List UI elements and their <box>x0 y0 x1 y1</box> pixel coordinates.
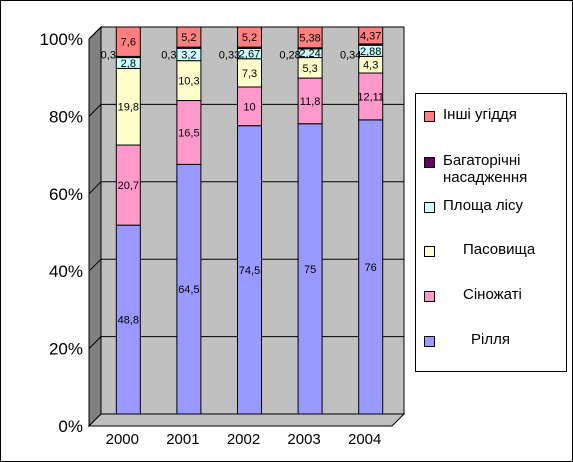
bar-segment <box>297 123 323 415</box>
bar-segment <box>115 26 141 57</box>
data-label: 2,8 <box>121 58 136 70</box>
y-tick-label: 0% <box>58 417 83 436</box>
data-label: 4,37 <box>360 30 381 42</box>
data-label: 3,2 <box>181 49 196 61</box>
y-tick-label: 80% <box>49 107 83 126</box>
data-label: 0,34 <box>340 50 361 62</box>
legend-swatch-perennial-plantings <box>424 157 435 168</box>
x-tick-label: 2003 <box>287 431 320 448</box>
legend-swatch-arable-land <box>424 336 435 347</box>
data-label: 76 <box>365 262 377 274</box>
y-tick-label: 100% <box>40 30 83 49</box>
y-tick-label: 40% <box>49 262 83 281</box>
data-label: 2,88 <box>360 46 381 58</box>
bar-segment <box>237 26 262 48</box>
legend-label-forest-area: Площа лісу <box>443 197 523 214</box>
data-label: 64,5 <box>178 284 199 296</box>
bar-segment <box>237 125 262 415</box>
x-tick-label: 2004 <box>348 431 381 448</box>
legend-swatch-hayfields <box>424 291 435 302</box>
x-tick-label: 2000 <box>106 431 139 448</box>
legend: Інші угіддя Багаторічні насадження Площа… <box>415 93 567 372</box>
data-label: 19,8 <box>118 102 139 114</box>
data-label: 0,28 <box>279 50 300 62</box>
data-label: 12,11 <box>357 91 384 103</box>
bar-segment <box>297 26 323 49</box>
legend-label-perennial-plantings: Багаторічні насадження <box>443 152 528 186</box>
legend-label-pastures: Пасовища <box>463 241 536 258</box>
data-label: 4,3 <box>363 60 378 72</box>
data-label: 10,3 <box>178 76 199 88</box>
legend-label-hayfields: Сіножаті <box>463 286 522 303</box>
data-label: 48,8 <box>118 315 139 327</box>
gridline-depth <box>88 181 102 195</box>
data-label: 74,5 <box>239 265 260 277</box>
plot-side-wall <box>88 25 102 428</box>
legend-item-pastures: Пасовища <box>424 241 535 258</box>
y-tick-label: 60% <box>49 185 83 204</box>
gridline-depth <box>88 336 102 349</box>
data-label: 11,8 <box>300 96 321 108</box>
bar-segment <box>115 144 141 226</box>
gridline-depth <box>88 258 102 272</box>
data-label: 0,3 <box>161 50 176 62</box>
bar-segment <box>176 60 202 102</box>
x-tick-label: 2001 <box>166 431 199 448</box>
legend-swatch-forest-area <box>424 202 435 213</box>
data-label: 5,3 <box>302 63 317 75</box>
data-label: 5,2 <box>242 32 257 44</box>
gridline-depth <box>88 26 102 40</box>
legend-label-other-lands: Інші угіддя <box>443 106 517 123</box>
bar-segment <box>115 67 141 146</box>
legend-item-perennial-plantings: Багаторічні насадження <box>424 152 563 186</box>
legend-swatch-pastures <box>424 246 435 257</box>
legend-swatch-other-lands <box>424 111 435 122</box>
legend-item-arable-land: Рілля <box>424 331 510 348</box>
x-tick-label: 2002 <box>227 431 260 448</box>
data-label: 2,24 <box>299 48 320 60</box>
legend-item-hayfields: Сіножаті <box>424 286 522 303</box>
data-label: 7,3 <box>242 68 257 80</box>
plot-floor <box>87 413 406 427</box>
data-label: 20,7 <box>118 180 139 192</box>
bar-segment <box>176 100 202 165</box>
data-label: 75 <box>304 264 316 276</box>
bar-segment <box>176 26 202 48</box>
bar-segment <box>297 77 323 125</box>
data-label: 0,33 <box>219 50 240 62</box>
legend-label-arable-land: Рілля <box>471 331 510 348</box>
data-label: 0,3 <box>101 50 116 62</box>
y-tick-label: 20% <box>49 340 83 359</box>
data-label: 10 <box>243 101 255 113</box>
data-label: 16,5 <box>178 127 199 139</box>
data-label: 5,38 <box>299 32 320 44</box>
data-label: 7,6 <box>121 37 136 49</box>
data-label: 5,2 <box>181 32 196 44</box>
data-label: 2,67 <box>239 49 260 61</box>
bar-segment <box>358 26 384 45</box>
legend-item-other-lands: Інші угіддя <box>424 106 517 123</box>
legend-item-forest-area: Площа лісу <box>424 197 523 214</box>
gridline-depth <box>88 104 102 117</box>
